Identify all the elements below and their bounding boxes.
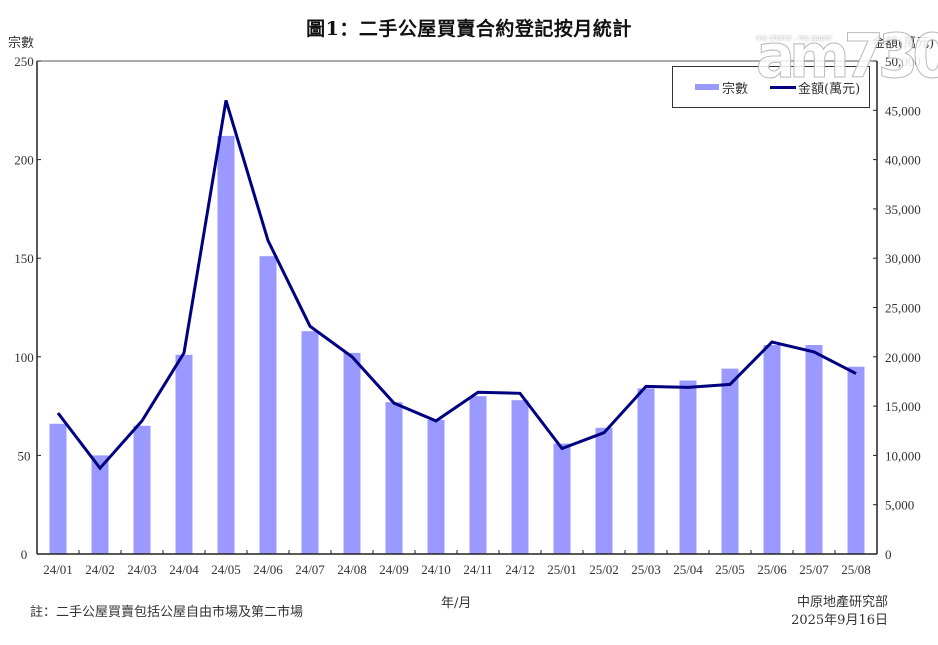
- source-name: 中原地產研究部: [796, 595, 888, 610]
- bar-series: [49, 135, 865, 554]
- bar-swatch-icon: [695, 84, 719, 90]
- svg-text:15,000: 15,000: [885, 399, 921, 414]
- bar-24/09: [385, 402, 403, 554]
- svg-text:0: 0: [21, 547, 28, 562]
- svg-text:25/08: 25/08: [841, 562, 871, 577]
- svg-text:30,000: 30,000: [885, 251, 921, 266]
- svg-text:24/02: 24/02: [85, 562, 115, 577]
- svg-text:50: 50: [18, 448, 31, 463]
- svg-text:250: 250: [14, 54, 34, 69]
- svg-text:24/06: 24/06: [253, 562, 283, 577]
- svg-text:24/09: 24/09: [379, 562, 409, 577]
- svg-text:24/07: 24/07: [295, 562, 325, 577]
- svg-text:24/05: 24/05: [211, 562, 241, 577]
- axes: [36, 60, 878, 555]
- left-axis-label: 宗數: [8, 36, 35, 51]
- svg-text:25,000: 25,000: [885, 301, 921, 316]
- bar-25/01: [553, 443, 571, 554]
- bar-24/11: [469, 396, 487, 554]
- right-axis-label: 金額(萬元): [872, 36, 935, 51]
- svg-text:150: 150: [14, 251, 34, 266]
- svg-text:24/10: 24/10: [421, 562, 451, 577]
- bar-24/04: [175, 354, 193, 554]
- bar-24/08: [343, 352, 361, 554]
- line-swatch-icon: [770, 85, 797, 89]
- legend-item-line: 金額(萬元): [770, 78, 860, 97]
- svg-text:20,000: 20,000: [885, 350, 921, 365]
- svg-text:200: 200: [14, 153, 34, 168]
- svg-text:24/11: 24/11: [463, 562, 492, 577]
- svg-text:24/01: 24/01: [43, 562, 73, 577]
- svg-text:25/04: 25/04: [673, 562, 703, 577]
- bar-24/03: [133, 425, 151, 554]
- svg-text:25/07: 25/07: [799, 562, 829, 577]
- bar-25/07: [805, 345, 823, 554]
- legend-item-bar: 宗數: [695, 78, 748, 97]
- bar-25/05: [721, 368, 739, 554]
- legend: 宗數 金額(萬元): [672, 66, 870, 108]
- svg-text:100: 100: [14, 350, 34, 365]
- svg-text:0: 0: [885, 547, 892, 562]
- bar-25/04: [679, 380, 697, 554]
- bar-25/02: [595, 427, 613, 554]
- svg-text:24/08: 24/08: [337, 562, 367, 577]
- svg-text:24/12: 24/12: [505, 562, 535, 577]
- svg-text:25/05: 25/05: [715, 562, 745, 577]
- source-date: 2025年9月16日: [791, 613, 888, 628]
- svg-text:40,000: 40,000: [885, 153, 921, 168]
- svg-text:25/03: 25/03: [631, 562, 661, 577]
- tick-labels: 0 50 100 150 200 250 0 5,000 10,000 15,000 20,000 2…: [14, 54, 921, 577]
- bar-24/05: [217, 135, 235, 554]
- svg-text:25/01: 25/01: [547, 562, 577, 577]
- bar-24/02: [91, 455, 109, 554]
- x-axis-label: 年/月: [441, 596, 472, 611]
- source-block: 中原地產研究部 2025年9月16日: [791, 594, 888, 630]
- footnote: 註：二手公屋買賣包括公屋自由市場及第二市場: [30, 605, 304, 620]
- chart-title: 圖1：二手公屋買賣合約登記按月統計: [306, 18, 632, 40]
- svg-text:25/06: 25/06: [757, 562, 787, 577]
- bar-24/01: [49, 423, 67, 554]
- bar-24/07: [301, 331, 319, 554]
- svg-text:5,000: 5,000: [885, 498, 914, 513]
- legend-line-label: 金額(萬元): [798, 81, 861, 97]
- svg-text:50,000: 50,000: [885, 54, 921, 69]
- bar-25/03: [637, 388, 655, 554]
- bar-24/10: [427, 419, 445, 554]
- line-series: [56, 99, 857, 471]
- bar-25/06: [763, 345, 781, 554]
- bar-25/08: [847, 366, 865, 554]
- svg-text:24/03: 24/03: [127, 562, 157, 577]
- svg-text:25/02: 25/02: [589, 562, 619, 577]
- svg-text:35,000: 35,000: [885, 202, 921, 217]
- bar-24/12: [511, 400, 529, 554]
- bar-24/06: [259, 256, 277, 554]
- svg-text:10,000: 10,000: [885, 448, 921, 463]
- svg-text:24/04: 24/04: [169, 562, 199, 577]
- legend-bar-label: 宗數: [722, 81, 749, 97]
- svg-text:45,000: 45,000: [885, 103, 921, 118]
